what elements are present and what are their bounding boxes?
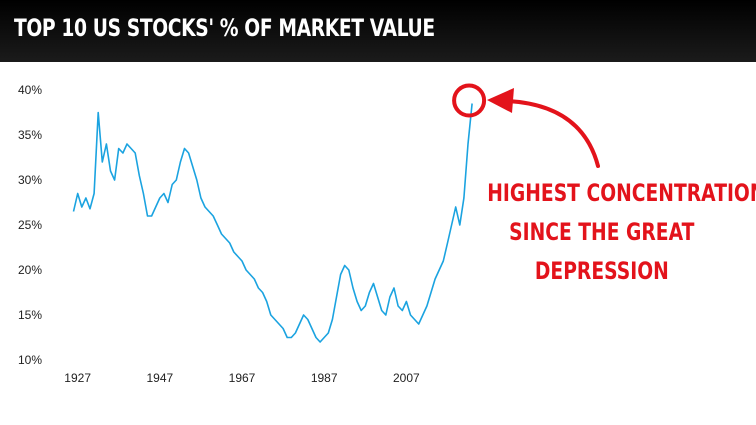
y-tick-label: 35% (18, 128, 42, 142)
y-tick-label: 40% (18, 83, 42, 97)
y-tick-label: 15% (18, 308, 42, 322)
x-tick-label: 2007 (393, 371, 420, 385)
y-tick-label: 10% (18, 353, 42, 367)
y-axis: 10% 15% 20% 25% 30% 35% 40% (18, 83, 42, 367)
x-tick-label: 1987 (311, 371, 338, 385)
series-line (72, 103, 473, 343)
highlight-circle (452, 83, 487, 118)
x-tick-label: 1967 (229, 371, 256, 385)
arrow-head-icon (487, 88, 514, 113)
page-title: TOP 10 US STOCKS' % OF MARKET VALUE (14, 14, 435, 42)
title-bar: TOP 10 US STOCKS' % OF MARKET VALUE (0, 0, 756, 62)
y-tick-label: 20% (18, 263, 42, 277)
annotation-line-3: DEPRESSION (535, 257, 669, 285)
annotation-line-1: HIGHEST CONCENTRATION (487, 179, 756, 207)
x-tick-label: 1927 (64, 371, 91, 385)
x-tick-label: 1947 (146, 371, 173, 385)
x-axis: 1927 1947 1967 1987 2007 (64, 371, 420, 385)
y-tick-label: 25% (18, 218, 42, 232)
y-tick-label: 30% (18, 173, 42, 187)
annotation-line-2: SINCE THE GREAT (509, 218, 695, 246)
arrow-icon (506, 99, 600, 168)
